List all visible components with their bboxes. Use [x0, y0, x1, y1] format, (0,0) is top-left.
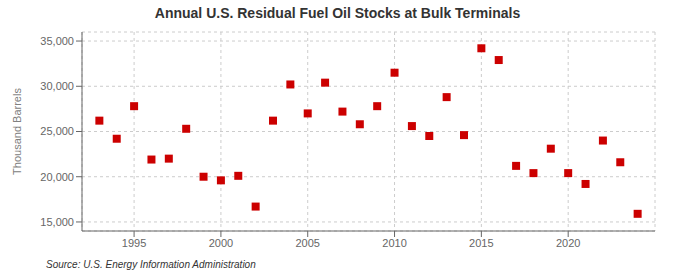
svg-text:15,000: 15,000: [40, 216, 74, 228]
svg-text:2000: 2000: [209, 237, 233, 249]
svg-text:2010: 2010: [382, 237, 406, 249]
svg-text:2020: 2020: [556, 237, 580, 249]
svg-text:1995: 1995: [122, 237, 146, 249]
svg-text:20,000: 20,000: [40, 171, 74, 183]
html-text:Annual U.S. Residual Fuel Oil: Annual U.S. Residual Fuel Oil Stocks at …: [154, 5, 521, 21]
svg-text:25,000: 25,000: [40, 125, 74, 137]
svg-text:Thousand Barrels: Thousand Barrels: [11, 88, 23, 175]
svg-text:35,000: 35,000: [40, 35, 74, 47]
html-text:Source: U.S. Energy Informatio: Source: U.S. Energy Information Administ…: [46, 259, 256, 270]
svg-text:2015: 2015: [469, 237, 493, 249]
svg-text:2005: 2005: [295, 237, 319, 249]
svg-text:30,000: 30,000: [40, 80, 74, 92]
